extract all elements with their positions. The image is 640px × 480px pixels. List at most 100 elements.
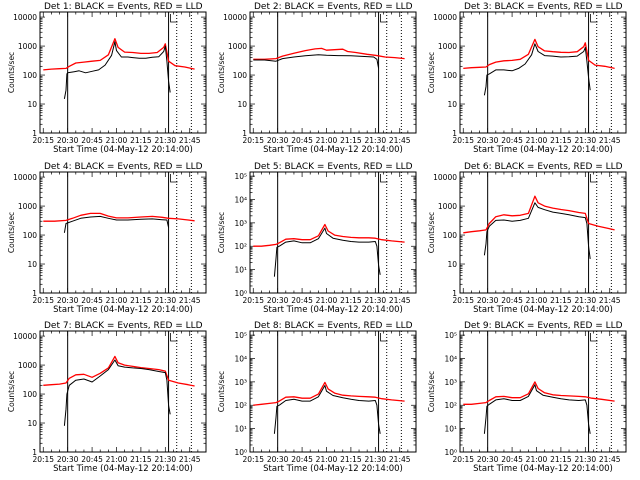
- y-tick-label: 1000: [18, 202, 37, 211]
- panel-title: Det 3: BLACK = Events, RED = LLD: [464, 2, 623, 12]
- x-tick-label: 21:30: [575, 455, 597, 464]
- x-tick-label: 20:15: [32, 296, 54, 305]
- x-tick-label: 21:45: [179, 136, 201, 145]
- x-tick-label: 21:30: [155, 136, 177, 145]
- x-tick-label: 20:45: [501, 136, 523, 145]
- y-tick-label: 10³: [444, 378, 457, 387]
- x-tick-label: 21:15: [550, 136, 572, 145]
- y-tick-label: 10: [447, 260, 457, 269]
- y-tick-label: 100: [23, 390, 38, 399]
- series-lld-line: [463, 38, 615, 70]
- range-bracket: [590, 14, 598, 23]
- panel-title: Det 9: BLACK = Events, RED = LLD: [464, 321, 623, 331]
- x-tick-label: 21:15: [130, 455, 152, 464]
- x-tick-label: 20:15: [242, 455, 264, 464]
- x-tick-label: 21:30: [365, 136, 387, 145]
- y-tick-label: 1: [32, 129, 37, 138]
- x-tick-label: 21:30: [575, 296, 597, 305]
- range-bracket: [590, 174, 598, 183]
- x-tick-label: 20:15: [32, 455, 54, 464]
- x-tick-label: 21:00: [316, 136, 338, 145]
- series-lld-line: [43, 212, 195, 222]
- plot-frame: [39, 171, 207, 294]
- y-tick-label: 10⁴: [234, 195, 247, 204]
- x-tick-label: 21:30: [365, 296, 387, 305]
- x-tick-label: 20:30: [57, 296, 79, 305]
- y-axis-label: Counts/sec: [217, 52, 226, 93]
- y-tick-label: 10: [27, 100, 37, 109]
- x-tick-label: 20:45: [81, 455, 103, 464]
- y-tick-label: 100: [23, 71, 38, 80]
- y-tick-label: 10000: [223, 13, 247, 22]
- series-events-line: [483, 202, 591, 259]
- y-tick-label: 10²: [444, 401, 457, 410]
- range-bracket: [380, 174, 388, 183]
- series-events-line: [63, 215, 170, 233]
- panel-title: Det 5: BLACK = Events, RED = LLD: [254, 162, 413, 172]
- panel-det-6: Det 6: BLACK = Events, RED = LLD 1 10 100 10…: [427, 162, 627, 315]
- x-axis-label: Start Time (04-May-12 20:14:00): [473, 145, 613, 155]
- x-tick-label: 21:15: [340, 455, 362, 464]
- x-axis-label: Start Time (04-May-12 20:14:00): [53, 464, 193, 474]
- panel-det-3: Det 3: BLACK = Events, RED = LLD 1 10 100 10…: [427, 2, 627, 155]
- x-tick-label: 20:30: [477, 455, 499, 464]
- y-tick-label: 10000: [13, 173, 37, 182]
- series-lld-line: [43, 355, 195, 387]
- panel-title: Det 6: BLACK = Events, RED = LLD: [464, 162, 623, 172]
- y-tick-label: 1: [32, 289, 37, 298]
- y-tick-label: 10⁰: [444, 448, 457, 457]
- x-tick-label: 21:45: [179, 296, 201, 305]
- y-tick-label: 10⁵: [234, 172, 247, 181]
- x-tick-label: 21:45: [599, 296, 621, 305]
- x-tick-label: 20:45: [501, 455, 523, 464]
- x-tick-label: 20:15: [452, 296, 474, 305]
- series-lld-line: [253, 47, 405, 60]
- x-axis-label: Start Time (04-May-12 20:14:00): [263, 464, 403, 474]
- x-tick-label: 21:00: [526, 136, 548, 145]
- range-bracket: [380, 333, 388, 342]
- x-tick-label: 21:15: [550, 296, 572, 305]
- y-tick-label: 10⁴: [234, 354, 247, 363]
- plot-frame: [459, 11, 627, 134]
- x-axis-label: Start Time (04-May-12 20:14:00): [53, 145, 193, 155]
- panel-det-1: Det 1: BLACK = Events, RED = LLD 1 10 100 10…: [7, 2, 207, 155]
- y-axis-label: Counts/sec: [427, 212, 436, 253]
- x-tick-label: 20:30: [267, 455, 289, 464]
- y-tick-label: 10: [447, 100, 457, 109]
- x-tick-label: 21:30: [575, 136, 597, 145]
- x-axis-label: Start Time (04-May-12 20:14:00): [263, 145, 403, 155]
- x-tick-label: 21:00: [106, 455, 128, 464]
- panel-title: Det 4: BLACK = Events, RED = LLD: [44, 162, 203, 172]
- y-tick-label: 1000: [438, 42, 457, 51]
- y-tick-label: 100: [233, 71, 248, 80]
- series-events-line: [253, 54, 380, 69]
- y-tick-label: 10²: [234, 401, 247, 410]
- series-lld-line: [43, 38, 195, 71]
- panel-det-8: Det 8: BLACK = Events, RED = LLD 10⁰ 10¹ 10…: [217, 321, 417, 474]
- y-tick-label: 1000: [228, 42, 247, 51]
- x-tick-label: 20:45: [81, 136, 103, 145]
- panel-det-9: Det 9: BLACK = Events, RED = LLD 10⁰ 10¹ 10…: [427, 321, 627, 474]
- y-tick-label: 10000: [13, 332, 37, 341]
- y-axis-label: Counts/sec: [7, 371, 16, 412]
- y-tick-label: 10: [27, 260, 37, 269]
- x-tick-label: 20:45: [291, 296, 313, 305]
- panel-det-2: Det 2: BLACK = Events, RED = LLD 1 10 100 10…: [217, 2, 417, 155]
- range-bracket: [170, 174, 178, 183]
- x-tick-label: 21:00: [316, 455, 338, 464]
- y-tick-label: 1: [452, 129, 457, 138]
- x-tick-label: 21:30: [155, 455, 177, 464]
- x-tick-label: 21:45: [599, 136, 621, 145]
- y-tick-label: 1: [242, 129, 247, 138]
- x-tick-label: 21:00: [526, 455, 548, 464]
- panel-det-7: Det 7: BLACK = Events, RED = LLD 1 10 100 10…: [7, 321, 207, 474]
- y-tick-label: 1000: [438, 202, 457, 211]
- y-tick-label: 10: [237, 100, 247, 109]
- x-tick-label: 21:15: [130, 136, 152, 145]
- panel-det-5: Det 5: BLACK = Events, RED = LLD 10⁰ 10¹ 10…: [217, 162, 417, 315]
- x-tick-label: 20:30: [477, 136, 499, 145]
- series-lld-line: [253, 381, 405, 406]
- x-tick-label: 21:00: [526, 296, 548, 305]
- plot-frame: [39, 330, 207, 453]
